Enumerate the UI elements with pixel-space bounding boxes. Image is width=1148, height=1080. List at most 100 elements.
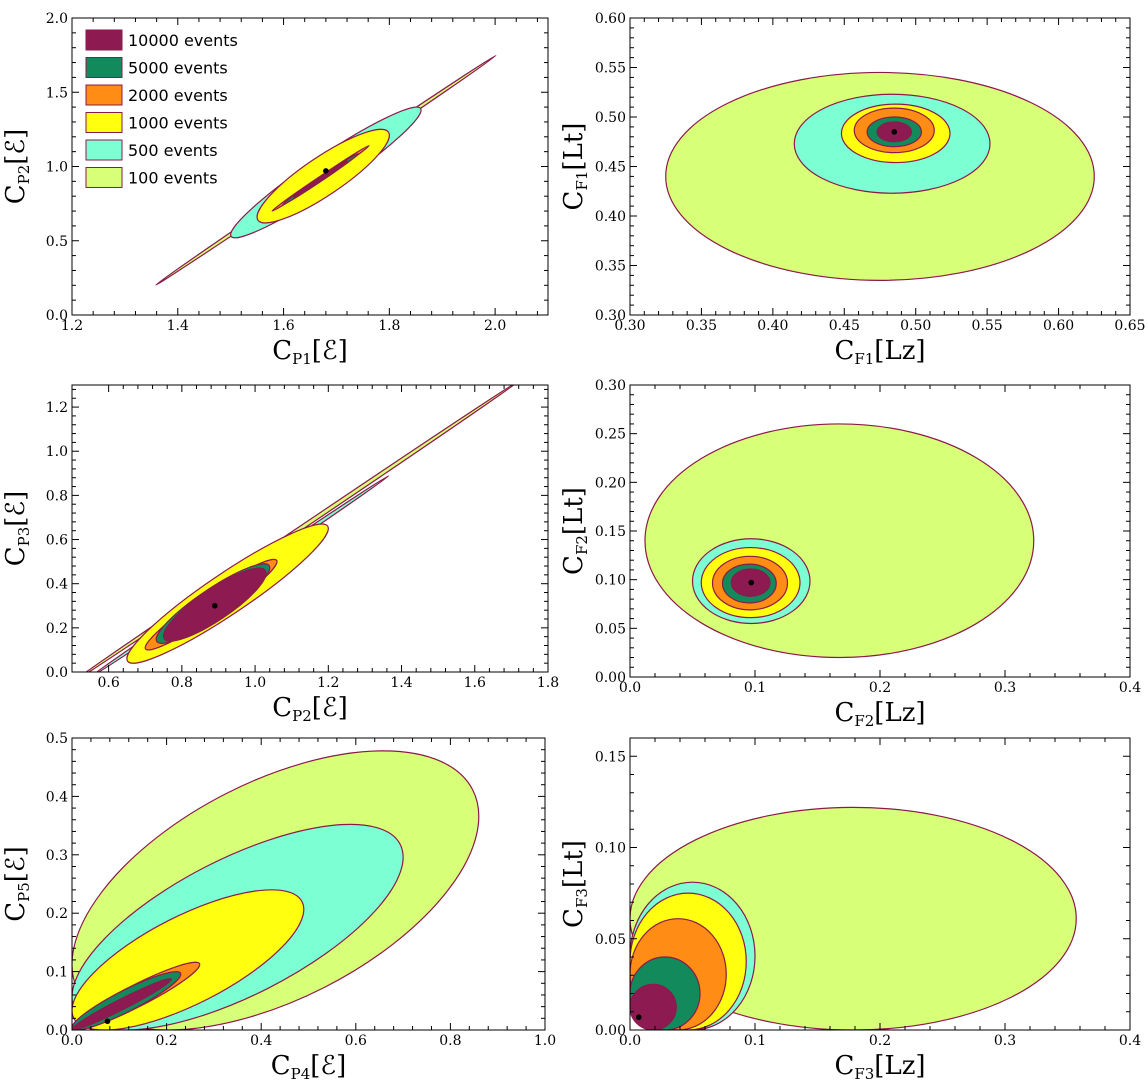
y-tick-label: 0.00 <box>595 670 626 686</box>
y-tick-label: 0.6 <box>46 533 68 549</box>
y-tick-label: 0.45 <box>595 160 626 176</box>
y-tick-label: 0.3 <box>46 848 68 864</box>
x-axis-label: CP4[ℰ] <box>271 1051 347 1080</box>
x-axis-label: CF2[Lz] <box>834 698 925 730</box>
contour-10000-events <box>630 983 677 1030</box>
legend-swatch <box>85 57 123 78</box>
x-axis-label: CP1[ℰ] <box>272 336 348 368</box>
x-tick-label: 0.1 <box>744 680 766 696</box>
x-tick-label: 0.8 <box>171 675 193 691</box>
x-tick-label: 0.35 <box>686 318 717 334</box>
y-tick-label: 0.30 <box>595 308 626 324</box>
contour-10000-events <box>293 160 348 198</box>
x-axis-label: CP2[ℰ] <box>272 693 348 725</box>
y-tick-label: 0.05 <box>595 932 626 948</box>
ticks <box>629 17 1131 316</box>
x-tick-label: 1.0 <box>534 1033 556 1049</box>
x-tick-label: 0.3 <box>994 1033 1016 1049</box>
x-tick-label: 1.8 <box>537 675 559 691</box>
x-tick-label: 0.4 <box>1119 680 1141 696</box>
y-axis-label: CF3[Lt] <box>559 840 591 928</box>
panel-3: 0.6 0.8 1.0 1.2 1.4 1.6 1.8 0.0 0.2 0.4 0.6 0.8 1.0 1… <box>1 384 559 725</box>
panel-5: 0.0 0.2 0.4 0.6 0.8 1.0 0.0 0.1 0.2 0.3 0.4 0.5 CP4[… <box>1 731 556 1080</box>
y-tick-label: 0.55 <box>595 61 626 77</box>
y-axis-label: CP2[ℰ] <box>1 129 33 205</box>
y-tick-label: 0.2 <box>46 906 68 922</box>
best-fit-point <box>104 1018 111 1025</box>
x-axis-label: CF1[Lz] <box>834 336 925 368</box>
panel-1: 1.2 1.4 1.6 1.8 2.0 0.0 0.5 1.0 1.5 2.0 CP1[ℰ] CP2[… <box>1 11 549 368</box>
best-fit-point <box>212 602 218 609</box>
ticks <box>629 384 1131 678</box>
x-tick-label: 0.0 <box>619 680 641 696</box>
y-tick-label: 0.0 <box>46 665 68 681</box>
y-tick-label: 0.35 <box>595 259 626 275</box>
y-tick-label: 0.60 <box>595 11 626 27</box>
best-fit-point <box>891 129 898 135</box>
x-tick-label: 0.4 <box>250 1033 272 1049</box>
y-tick-label: 0.05 <box>595 621 626 637</box>
x-tick-label: 1.2 <box>317 675 339 691</box>
panel-4: 0.0 0.1 0.2 0.3 0.4 0.00 0.05 0.10 0.15 0.20 0.25 0… <box>559 378 1141 730</box>
x-tick-label: 1.2 <box>61 318 83 334</box>
y-axis-label: CF2[Lt] <box>559 487 591 575</box>
y-tick-label: 0.5 <box>46 731 68 747</box>
x-tick-label: 0.4 <box>1119 1033 1141 1049</box>
x-tick-label: 0.40 <box>757 318 788 334</box>
y-tick-label: 0.10 <box>595 573 626 589</box>
y-tick-label: 0.15 <box>595 749 626 765</box>
x-tick-label: 0.8 <box>439 1033 461 1049</box>
legend: 10000 events 5000 events 2000 events 1000 e… <box>85 29 238 188</box>
y-tick-label: 0.50 <box>595 110 626 126</box>
legend-label: 2000 events <box>128 86 228 105</box>
ticks <box>72 385 549 673</box>
y-tick-label: 1.5 <box>46 85 68 101</box>
x-tick-label: 0.6 <box>345 1033 367 1049</box>
x-tick-label: 0.3 <box>994 680 1016 696</box>
panel-6: 0.0 0.1 0.2 0.3 0.4 0.00 0.05 0.10 0.15 CF3[Lz] CF… <box>559 737 1141 1080</box>
x-tick-label: 0.60 <box>1043 318 1074 334</box>
x-tick-label: 1.6 <box>464 675 486 691</box>
legend-swatch <box>85 84 123 106</box>
x-tick-label: 1.8 <box>378 318 400 334</box>
y-tick-label: 0.4 <box>46 577 68 593</box>
x-tick-label: 0.0 <box>619 1033 641 1049</box>
legend-label: 100 events <box>128 169 218 188</box>
x-tick-label: 1.6 <box>272 318 294 334</box>
legend-label: 1000 events <box>128 114 228 133</box>
y-axis-label: CF1[Lt] <box>559 123 591 211</box>
x-tick-label: 0.30 <box>614 318 645 334</box>
plot-frame <box>71 384 549 673</box>
x-tick-label: 0.0 <box>61 1033 83 1049</box>
y-axis-label: CP5[ℰ] <box>1 846 33 922</box>
best-fit-point <box>635 1014 642 1021</box>
y-tick-label: 2.0 <box>46 11 68 27</box>
y-tick-label: 0.8 <box>46 488 68 504</box>
legend-swatch <box>85 167 123 188</box>
legend-label: 10000 events <box>128 31 238 50</box>
y-tick-label: 0.15 <box>595 524 626 540</box>
x-tick-label: 0.55 <box>972 318 1003 334</box>
y-tick-label: 0.20 <box>595 475 626 491</box>
x-axis-label: CF3[Lz] <box>834 1051 925 1080</box>
x-tick-label: 0.45 <box>829 318 860 334</box>
panel-2: 0.30 0.35 0.40 0.45 0.50 0.55 0.60 0.65 0.30 0.35… <box>559 11 1146 368</box>
x-tick-label: 0.2 <box>869 1033 891 1049</box>
y-tick-label: 0.00 <box>595 1023 626 1039</box>
x-tick-label: 1.0 <box>244 675 266 691</box>
plot-frame <box>71 737 546 1031</box>
y-axis-label: CP3[ℰ] <box>1 491 33 567</box>
y-tick-label: 0.2 <box>46 621 68 637</box>
x-tick-label: 1.4 <box>390 675 412 691</box>
x-tick-label: 1.4 <box>167 318 189 334</box>
y-tick-label: 0.10 <box>595 841 626 857</box>
legend-swatch <box>85 112 123 133</box>
legend-label: 500 events <box>128 141 218 160</box>
y-tick-label: 0.30 <box>595 378 626 394</box>
ticks <box>629 737 1131 1031</box>
y-tick-label: 0.40 <box>595 209 626 225</box>
legend-label: 5000 events <box>128 59 228 78</box>
y-tick-label: 0.5 <box>46 234 68 250</box>
x-tick-label: 0.2 <box>155 1033 177 1049</box>
